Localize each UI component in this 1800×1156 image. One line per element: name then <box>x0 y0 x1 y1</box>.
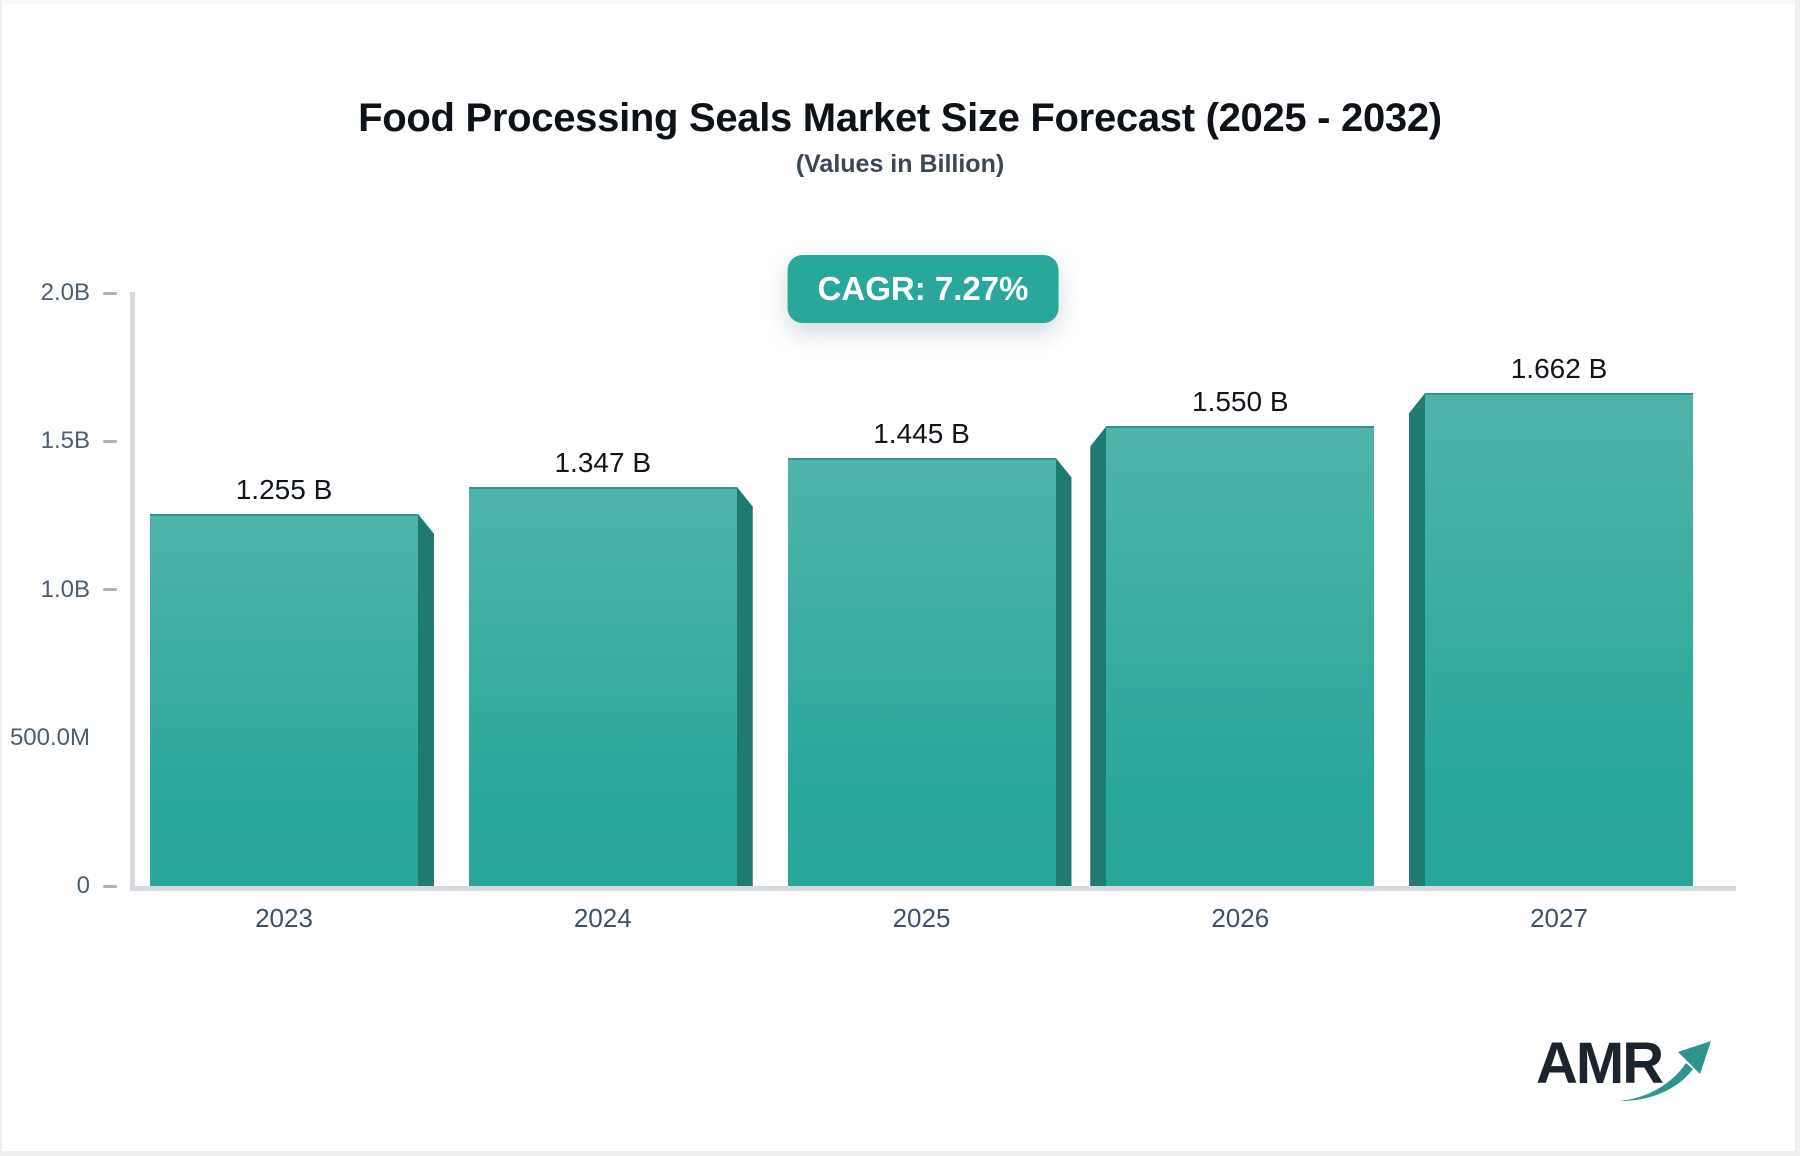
x-axis-line <box>130 886 1736 891</box>
card-border-bottom <box>0 1151 1800 1156</box>
y-tick-label: 1.0B <box>40 575 90 603</box>
bar-side-bevel <box>418 513 434 886</box>
y-tick-label: 500.0M <box>9 723 90 751</box>
x-axis-label: 2025 <box>892 903 951 933</box>
chart-title: Food Processing Seals Market Size Foreca… <box>358 96 1442 140</box>
card-border-right <box>1795 0 1800 1156</box>
card-border-top <box>0 0 1800 4</box>
cagr-badge: CAGR: 7.27% <box>787 255 1059 323</box>
bar <box>787 457 1056 886</box>
bar-side-bevel <box>1055 457 1072 886</box>
bar-side-bevel <box>1090 426 1107 886</box>
bar <box>468 486 737 886</box>
bar <box>1425 393 1693 886</box>
amr-logo: AMR <box>1528 1030 1728 1114</box>
bar-side-bevel <box>1409 393 1425 886</box>
y-tick-dash <box>103 588 117 591</box>
bar-value-label: 1.255 B <box>235 473 333 505</box>
y-tick-dash <box>103 439 117 443</box>
y-axis-line <box>130 292 135 891</box>
bar-side-bevel <box>736 486 753 886</box>
bar-value-label: 1.662 B <box>1510 353 1608 385</box>
bar <box>1106 426 1375 886</box>
bar-value-label: 1.550 B <box>1191 386 1289 418</box>
card-border-left <box>0 0 2 1156</box>
x-axis-label: 2026 <box>1211 903 1270 933</box>
y-tick-dash <box>103 884 117 888</box>
y-tick-label: 0 <box>76 872 90 899</box>
logo-text: AMR <box>1536 1031 1664 1096</box>
y-tick-dash <box>103 291 117 295</box>
chart-subtitle: (Values in Billion) <box>795 150 1005 178</box>
bar-value-label: 1.347 B <box>554 446 652 478</box>
y-tick-label: 2.0B <box>40 279 90 306</box>
bar-value-label: 1.445 B <box>873 417 970 449</box>
x-axis-label: 2023 <box>255 903 313 933</box>
x-axis-label: 2024 <box>573 903 632 933</box>
bar <box>150 513 418 886</box>
x-axis-label: 2027 <box>1530 903 1588 933</box>
growth-arrow-icon <box>1619 1041 1711 1101</box>
y-tick-label: 1.5B <box>40 427 90 455</box>
